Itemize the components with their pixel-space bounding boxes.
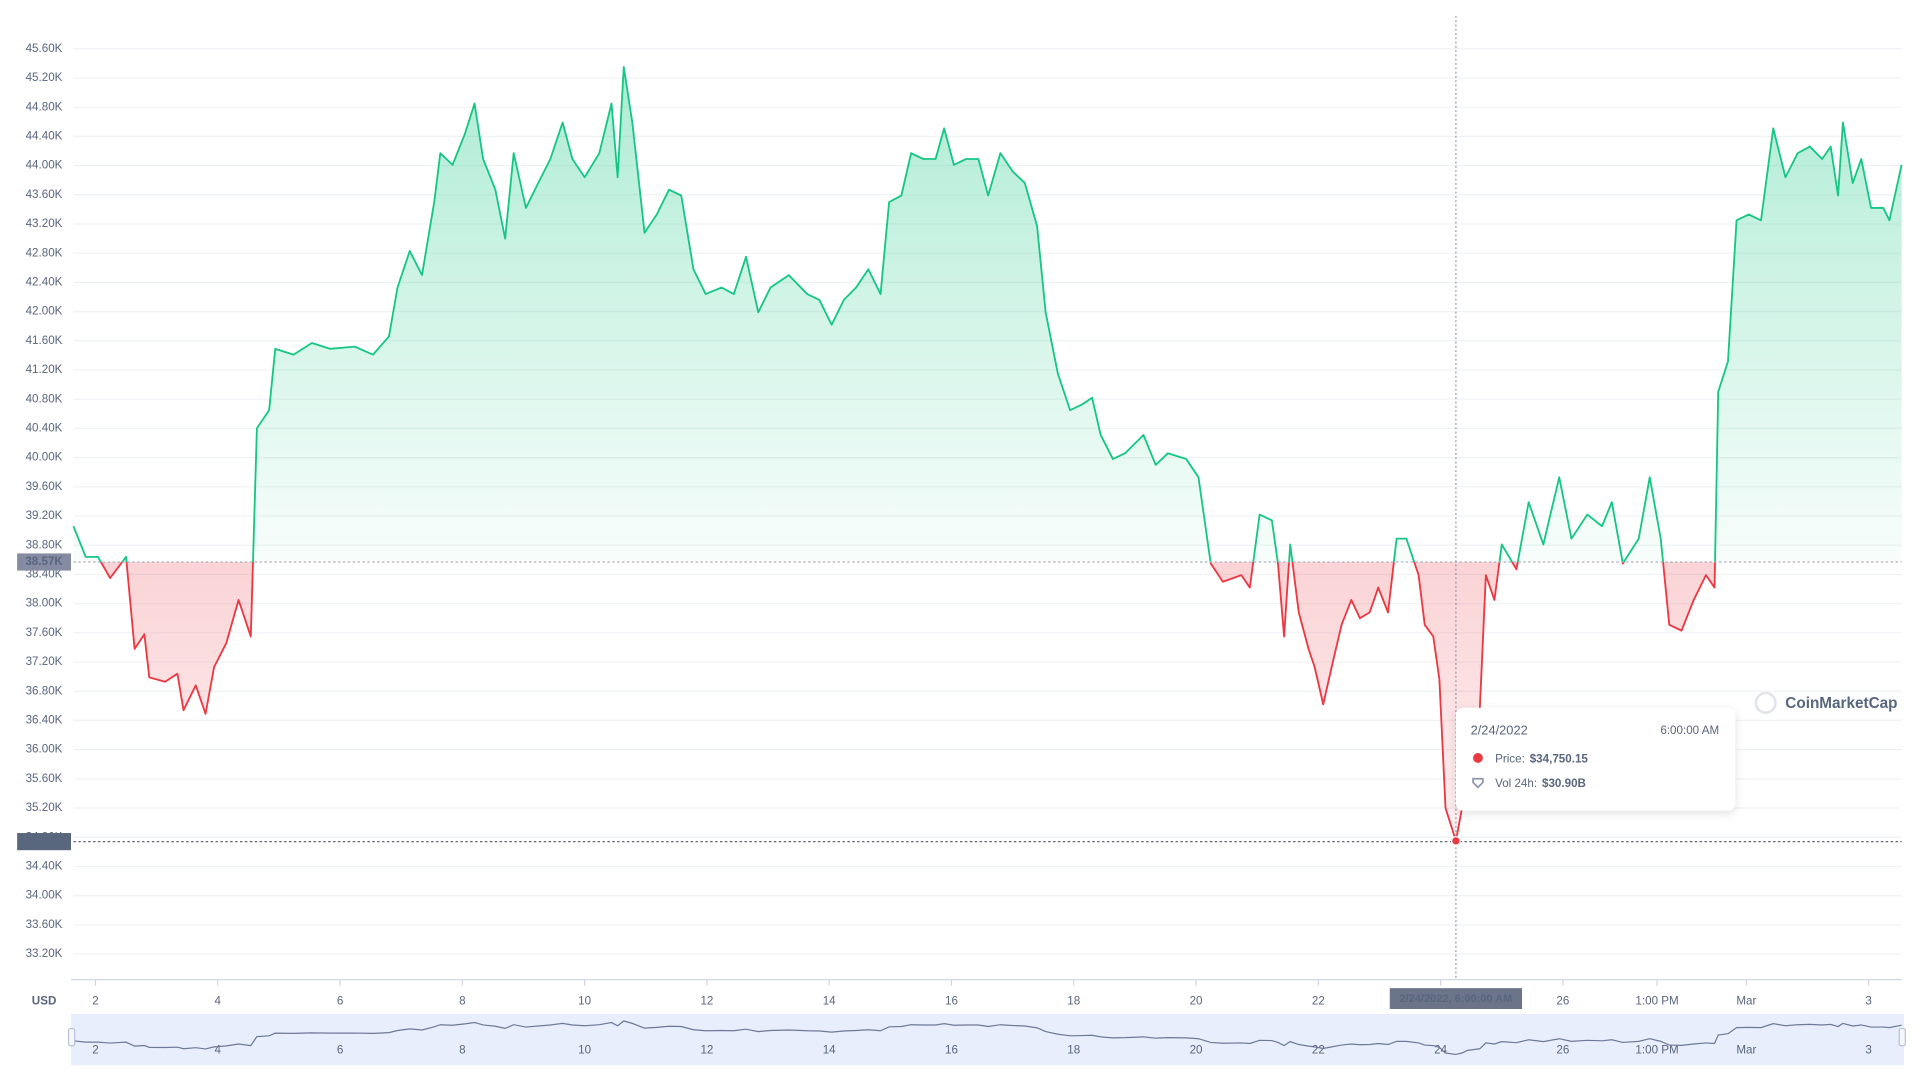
y-tick-label: 36.00K [26, 743, 63, 756]
y-tick-label: 39.20K [26, 509, 63, 522]
x-tick-label: 6 [337, 995, 343, 1008]
x-tick-label: 18 [1067, 995, 1080, 1008]
y-tick-label: 36.80K [26, 684, 63, 697]
x-tick-label: 26 [1556, 995, 1569, 1008]
baseline-tag [17, 553, 72, 571]
axis-unit: USD [32, 995, 57, 1008]
tooltip-price: $34,750.15 [1530, 752, 1589, 765]
x-tick-label: 8 [459, 995, 465, 1008]
watermark-logo [1754, 691, 1777, 714]
price-marker-tag [17, 833, 72, 851]
navigator-background [71, 1013, 1905, 1066]
y-tick-label: 44.40K [26, 129, 63, 142]
tooltip-time: 6:00:00 AM [1660, 724, 1719, 737]
x-tick-label: 3 [1865, 995, 1871, 1008]
tooltip-price-dot [1473, 753, 1483, 763]
navigator-tick-label: 24 [1434, 1044, 1447, 1057]
y-tick-label: 43.60K [26, 188, 63, 201]
navigator-handle[interactable] [67, 1027, 76, 1047]
navigator-tick-label: 1:00 PM [1635, 1044, 1678, 1057]
y-tick-label: 42.00K [26, 305, 63, 318]
navigator-tick-label: 22 [1312, 1044, 1325, 1057]
y-tick-label: 41.20K [26, 363, 63, 376]
y-tick-label: 42.40K [26, 275, 63, 288]
y-tick-label: 44.80K [26, 100, 63, 113]
navigator-tick-label: 6 [337, 1044, 343, 1057]
y-tick-label: 41.60K [26, 334, 63, 347]
crosshair-tag [1389, 988, 1523, 1009]
overlay-layer: 38.57K 34.74K 2/24/2022, 6:00:00 AM CoinMar… [17, 15, 1906, 1047]
x-tick-label: Mar [1736, 995, 1756, 1008]
area-fill [73, 67, 1902, 841]
navigator-handle[interactable] [1898, 1027, 1906, 1047]
navigator-tick-label: 12 [700, 1044, 713, 1057]
y-tick-label: 44.00K [26, 159, 63, 172]
x-tick-label: 10 [578, 995, 591, 1008]
y-tick-label: 45.20K [26, 71, 63, 84]
navigator-tick-label: 10 [578, 1044, 591, 1057]
y-tick-label: 40.80K [26, 392, 63, 405]
y-tick-label: 34.00K [26, 889, 63, 902]
y-tick-label: 45.60K [26, 42, 63, 55]
x-tick-label: 4 [215, 995, 222, 1008]
x-tick-label: 2 [92, 995, 98, 1008]
y-tick-label: 38.00K [26, 597, 63, 610]
y-tick-label: 38.40K [26, 567, 63, 580]
tooltip-price-label: Price: [1495, 752, 1525, 765]
navigator-tick-label: 26 [1556, 1044, 1569, 1057]
y-tick-label: 38.80K [26, 538, 63, 551]
data-layer [72, 66, 1903, 1056]
y-tick-label: 37.20K [26, 655, 63, 668]
baseline-label: 38.57K [25, 555, 63, 568]
y-tick-label: 36.40K [26, 714, 63, 727]
y-tick-label: 43.20K [26, 217, 63, 230]
navigator-tick-label: 18 [1067, 1044, 1080, 1057]
watermark: CoinMarketCap [1785, 695, 1897, 712]
navigator-tick-label: 2 [92, 1044, 98, 1057]
x-tick-label: 1:00 PM [1635, 995, 1678, 1008]
x-tick-label: 12 [700, 995, 713, 1008]
tooltip-box [1455, 707, 1736, 811]
hover-point [1451, 835, 1461, 846]
tooltip-volume: $30.90B [1542, 777, 1586, 790]
navigator-tick-label: 4 [215, 1044, 222, 1057]
navigator-tick-label: 14 [823, 1044, 836, 1057]
y-tick-label: 33.60K [26, 918, 63, 931]
navigator-tick-label: Mar [1736, 1044, 1756, 1057]
y-tick-label: 40.40K [26, 421, 63, 434]
navigator-tick-label: 3 [1865, 1044, 1871, 1057]
navigator-line [73, 1020, 1902, 1056]
crosshair-label: 2/24/2022, 6:00:00 AM [1399, 993, 1512, 1005]
x-tick-label: 16 [945, 995, 958, 1008]
navigator-tick-label: 16 [945, 1044, 958, 1057]
y-tick-label: 33.20K [26, 947, 63, 960]
y-tick-label: 34.40K [26, 860, 63, 873]
x-tick-label: 14 [823, 995, 836, 1008]
y-tick-label: 40.00K [26, 451, 63, 464]
x-tick-label: 22 [1312, 995, 1325, 1008]
navigator-tick-label: 8 [459, 1044, 465, 1057]
tooltip-date: 2/24/2022 [1471, 722, 1528, 737]
y-tick-label: 42.80K [26, 246, 63, 259]
tooltip-volume-label: Vol 24h: [1495, 777, 1537, 790]
tooltip-volume-icon [1472, 777, 1484, 789]
navigator-tick-label: 20 [1190, 1044, 1203, 1057]
y-tick-label: 37.60K [26, 626, 63, 639]
y-tick-label: 35.60K [26, 772, 63, 785]
y-tick-label: 39.60K [26, 480, 63, 493]
price-marker-label: 34.74K [25, 835, 63, 848]
price-line [72, 66, 1903, 842]
x-tick-label: 20 [1190, 995, 1203, 1008]
y-tick-label: 35.20K [26, 801, 63, 814]
